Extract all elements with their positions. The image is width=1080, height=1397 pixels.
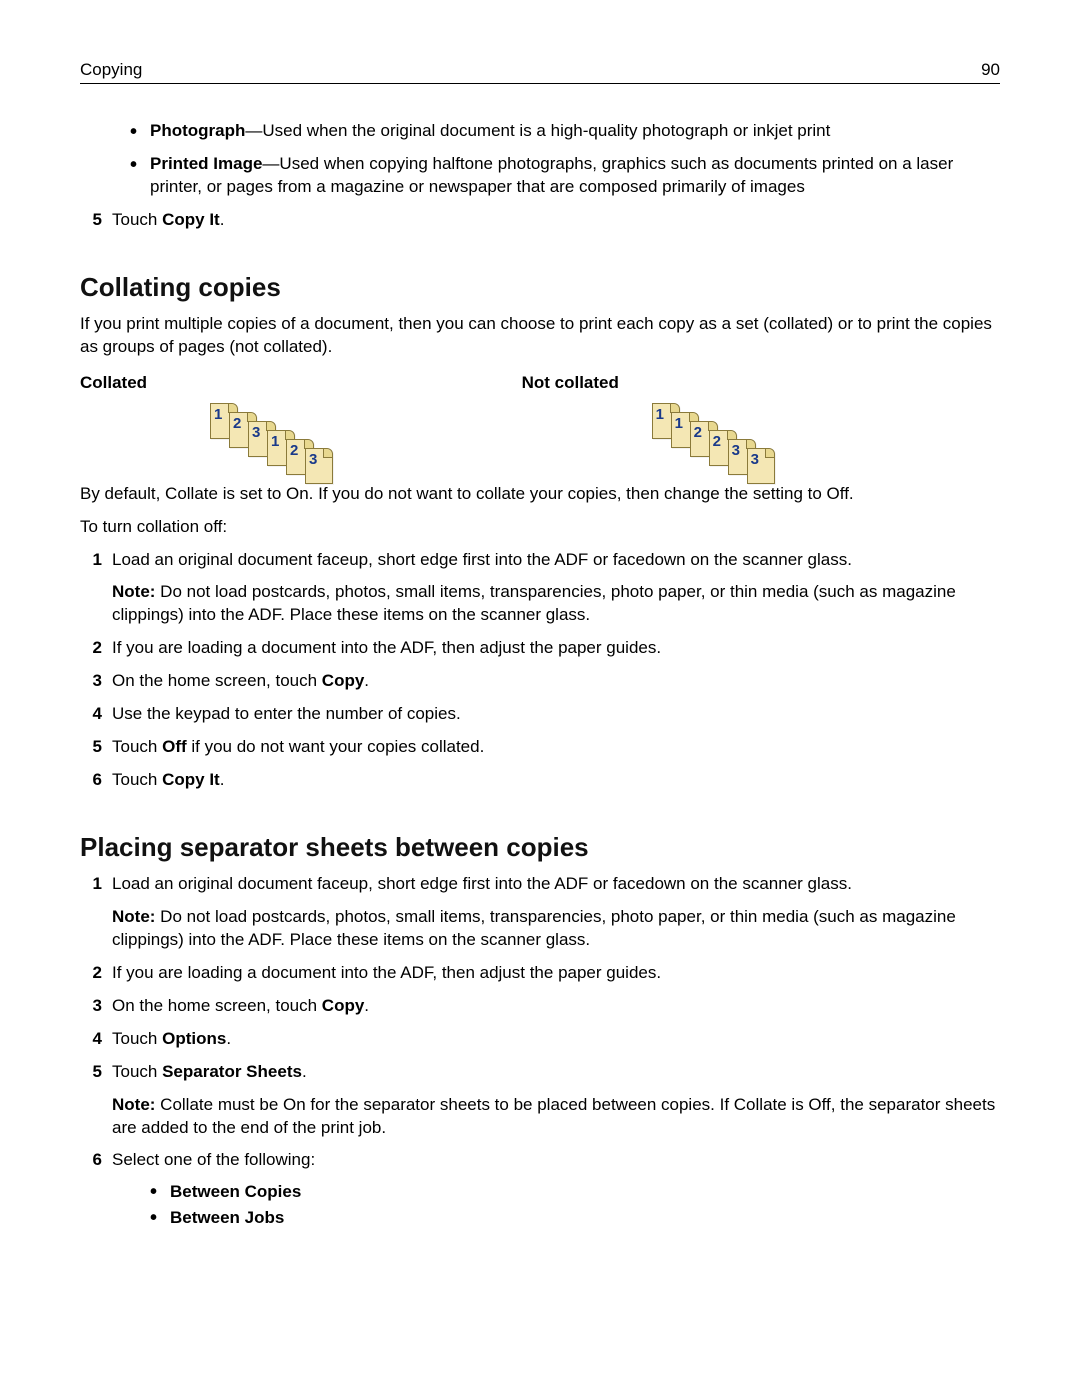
numbered-step: 1Load an original document faceup, short… — [80, 873, 1000, 896]
step-body: On the home screen, touch Copy. — [112, 995, 1000, 1018]
sub-bullet-item: Between Copies — [150, 1182, 1000, 1202]
content-type-bullets: Photograph—Used when the original docume… — [80, 120, 1000, 199]
not-collated-label: Not collated — [522, 373, 964, 393]
step-body: If you are loading a document into the A… — [112, 637, 1000, 660]
step-note: Note: Do not load postcards, photos, sma… — [112, 581, 1000, 627]
step-body: Touch Copy It. — [112, 769, 1000, 792]
collate-default-note: By default, Collate is set to On. If you… — [80, 483, 1000, 506]
page-header: Copying 90 — [80, 60, 1000, 84]
header-page-number: 90 — [981, 60, 1000, 80]
step-note: Note: Collate must be On for the separat… — [112, 1094, 1000, 1140]
step-number: 2 — [80, 637, 112, 660]
step-body: Use the keypad to enter the number of co… — [112, 703, 1000, 726]
step-number: 2 — [80, 962, 112, 985]
step-number: 4 — [80, 703, 112, 726]
step-number: 5 — [80, 1061, 112, 1084]
step-note: Note: Do not load postcards, photos, sma… — [112, 906, 1000, 952]
step-body: Touch Options. — [112, 1028, 1000, 1051]
collated-column: Collated 123123 — [80, 373, 522, 473]
numbered-step: 4Touch Options. — [80, 1028, 1000, 1051]
collating-intro: If you print multiple copies of a docume… — [80, 313, 1000, 359]
collated-illustration: 123123 — [210, 403, 370, 473]
numbered-step: 3On the home screen, touch Copy. — [80, 995, 1000, 1018]
step-number: 1 — [80, 549, 112, 572]
step-number: 5 — [80, 736, 112, 759]
step-number: 6 — [80, 1149, 112, 1172]
collate-turn-off-intro: To turn collation off: — [80, 516, 1000, 539]
collated-label: Collated — [80, 373, 522, 393]
step-body: Load an original document faceup, short … — [112, 549, 1000, 572]
numbered-step: 3On the home screen, touch Copy. — [80, 670, 1000, 693]
step-number: 4 — [80, 1028, 112, 1051]
header-section: Copying — [80, 60, 142, 80]
numbered-step: 2If you are loading a document into the … — [80, 637, 1000, 660]
document-page: Copying 90 Photograph—Used when the orig… — [0, 0, 1080, 1294]
collating-steps: 1Load an original document faceup, short… — [80, 549, 1000, 793]
step-number: 3 — [80, 670, 112, 693]
step-body: On the home screen, touch Copy. — [112, 670, 1000, 693]
step-body: Load an original document faceup, short … — [112, 873, 1000, 896]
bullet-photograph: Photograph—Used when the original docume… — [130, 120, 1000, 143]
step-body: Touch Separator Sheets. — [112, 1061, 1000, 1084]
numbered-step: 5Touch Off if you do not want your copie… — [80, 736, 1000, 759]
step-body: Touch Off if you do not want your copies… — [112, 736, 1000, 759]
page-sheet-icon: 3 — [747, 448, 775, 484]
numbered-step: 6Touch Copy It. — [80, 769, 1000, 792]
collate-comparison: Collated 123123 Not collated 112233 — [80, 373, 1000, 473]
sub-bullet-item: Between Jobs — [150, 1208, 1000, 1228]
not-collated-illustration: 112233 — [652, 403, 812, 473]
separator-steps: 1Load an original document faceup, short… — [80, 873, 1000, 1228]
step-number: 6 — [80, 769, 112, 792]
numbered-step: 5Touch Separator Sheets. — [80, 1061, 1000, 1084]
numbered-step: 4Use the keypad to enter the number of c… — [80, 703, 1000, 726]
step-number: 3 — [80, 995, 112, 1018]
not-collated-column: Not collated 112233 — [522, 373, 964, 473]
bullet-printed-image: Printed Image—Used when copying halftone… — [130, 153, 1000, 199]
step-touch-copy-it: 5 Touch Copy It. — [80, 209, 1000, 232]
page-sheet-icon: 3 — [305, 448, 333, 484]
heading-collating-copies: Collating copies — [80, 272, 1000, 303]
numbered-step: 2If you are loading a document into the … — [80, 962, 1000, 985]
step-number: 1 — [80, 873, 112, 896]
step-body: Select one of the following: — [112, 1149, 1000, 1172]
heading-separator-sheets: Placing separator sheets between copies — [80, 832, 1000, 863]
step-sub-bullets: Between Copies Between Jobs — [80, 1182, 1000, 1228]
numbered-step: 1Load an original document faceup, short… — [80, 549, 1000, 572]
numbered-step: 6Select one of the following: — [80, 1149, 1000, 1172]
step-body: If you are loading a document into the A… — [112, 962, 1000, 985]
